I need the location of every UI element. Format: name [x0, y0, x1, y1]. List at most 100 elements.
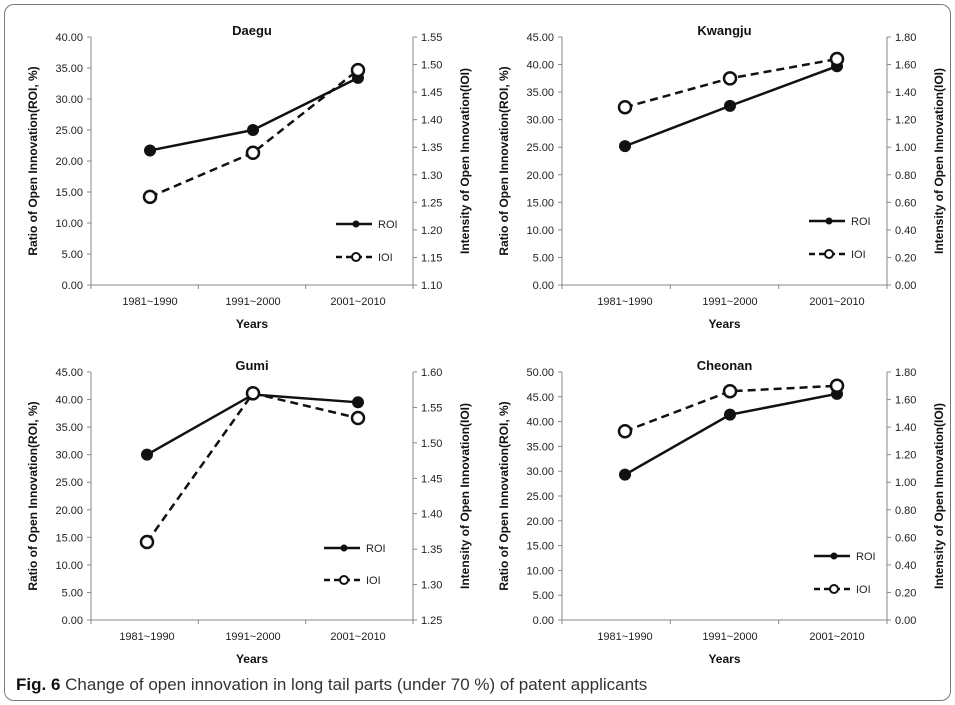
x-axis-title: Years: [708, 317, 740, 331]
y-tick-label: 30.00: [55, 450, 83, 462]
data-point-ioi: [350, 62, 366, 78]
y2-tick-label: 1.30: [421, 580, 442, 592]
legend-marker-roi: [825, 217, 833, 225]
legend-marker-roi: [352, 220, 360, 228]
series-line-ioi: [149, 69, 359, 198]
chart-panel-kwangju: 0.00 5.00 10.00 15.00 20.00 25.00 30.00 35.00 40…: [497, 23, 946, 331]
x-tick-label: 2001~2010: [809, 296, 864, 308]
y-tick-label: 35.00: [55, 422, 83, 434]
y2-tick-label: 1.60: [895, 60, 916, 72]
chart-title: Kwangju: [697, 23, 751, 38]
y-tick-label: 25.00: [526, 142, 554, 154]
data-point-ioi: [722, 384, 738, 399]
data-point-ioi: [617, 100, 633, 115]
legend-label-roi: ROI: [366, 543, 386, 555]
y-tick-label: 20.00: [526, 170, 554, 182]
y-axis-title: Ratio of Open Innovation(ROI, %): [497, 66, 511, 255]
data-point-ioi: [722, 71, 738, 86]
x-tick-label: 2001~2010: [330, 631, 385, 643]
data-point-roi: [619, 468, 631, 481]
y2-tick-label: 1.50: [421, 438, 442, 450]
y2-tick-label: 1.40: [421, 115, 442, 127]
chart-title: Cheonan: [697, 358, 753, 373]
y-axis-title: Ratio of Open Innovation(ROI, %): [497, 401, 511, 590]
y-tick-label: 0.00: [62, 615, 83, 627]
y2-tick-label: 0.80: [895, 170, 916, 182]
y2-tick-label: 1.00: [895, 477, 916, 489]
chart-panel-gumi: 0.00 5.00 10.00 15.00 20.00 25.00 30.00 35.00 40…: [26, 358, 472, 666]
y-tick-label: 20.00: [526, 516, 554, 528]
y-tick-label: 45.00: [526, 392, 554, 404]
y-tick-label: 25.00: [55, 477, 83, 489]
y-tick-label: 45.00: [55, 367, 83, 379]
x-tick-label: 1991~2000: [225, 631, 280, 643]
x-axis-title: Years: [236, 317, 268, 331]
series-line-ioi: [145, 391, 359, 543]
chart-title: Daegu: [232, 23, 272, 38]
data-point-roi: [141, 448, 153, 461]
x-tick-label: 2001~2010: [809, 631, 864, 643]
data-point-roi: [352, 396, 364, 409]
y2-tick-label: 0.40: [895, 225, 916, 237]
legend-marker-roi: [340, 544, 348, 552]
data-point-ioi: [829, 378, 845, 394]
y-tick-label: 15.00: [55, 532, 83, 544]
y-tick-label: 5.00: [533, 252, 554, 264]
y-tick-label: 10.00: [55, 560, 83, 572]
data-point-roi: [144, 144, 156, 157]
y2-tick-label: 0.60: [895, 532, 916, 544]
caption-text: Change of open innovation in long tail p…: [65, 675, 648, 694]
y-tick-label: 20.00: [55, 156, 83, 168]
y2-tick-label: 0.60: [895, 197, 916, 209]
x-tick-label: 2001~2010: [330, 296, 385, 308]
y-tick-label: 10.00: [55, 218, 83, 230]
y-tick-label: 30.00: [55, 94, 83, 106]
y-tick-label: 5.00: [62, 249, 83, 261]
y-tick-label: 0.00: [62, 280, 83, 292]
y-tick-label: 30.00: [526, 466, 554, 478]
figure-frame: [4, 4, 951, 701]
x-tick-label: 1991~2000: [225, 296, 280, 308]
legend-label-roi: ROI: [856, 551, 876, 563]
y-tick-label: 0.00: [533, 615, 554, 627]
y2-axis-title: Intensity of Open Innovation(IOI): [932, 403, 946, 589]
x-tick-label: 1991~2000: [702, 631, 757, 643]
legend-label-ioi: IOI: [856, 584, 871, 596]
x-tick-label: 1981~1990: [597, 296, 652, 308]
y2-tick-label: 0.40: [895, 560, 916, 572]
legend-label-roi: ROI: [851, 216, 871, 228]
x-tick-label: 1981~1990: [597, 631, 652, 643]
y2-tick-label: 1.20: [421, 225, 442, 237]
data-point-ioi: [142, 189, 158, 205]
y2-tick-label: 0.00: [895, 615, 916, 627]
y-tick-label: 5.00: [62, 587, 83, 599]
y2-tick-label: 1.20: [895, 115, 916, 127]
data-point-roi: [724, 408, 736, 421]
y2-tick-label: 1.25: [421, 615, 442, 627]
data-point-ioi: [350, 410, 366, 426]
y-tick-label: 35.00: [55, 63, 83, 75]
series-line-roi: [624, 392, 838, 476]
y-tick-label: 40.00: [55, 32, 83, 44]
legend-label-ioi: IOI: [378, 252, 393, 264]
y2-tick-label: 1.25: [421, 197, 442, 209]
y-tick-label: 40.00: [55, 395, 83, 407]
y2-tick-label: 1.40: [895, 422, 916, 434]
y2-tick-label: 1.35: [421, 142, 442, 154]
y-tick-label: 45.00: [526, 32, 554, 44]
y-tick-label: 40.00: [526, 60, 554, 72]
data-point-ioi: [829, 51, 845, 67]
y-tick-label: 25.00: [526, 491, 554, 503]
y-tick-label: 30.00: [526, 115, 554, 127]
x-tick-label: 1981~1990: [122, 296, 177, 308]
y-tick-label: 10.00: [526, 565, 554, 577]
chart-panel-cheonan: 0.00 5.00 10.00 15.00 20.00 25.00 30.00 35.00 40…: [497, 358, 946, 666]
y2-axis-title: Intensity of Open Innovation(IOI): [932, 68, 946, 254]
x-tick-label: 1981~1990: [119, 631, 174, 643]
y-tick-label: 50.00: [526, 367, 554, 379]
data-point-ioi: [245, 145, 261, 160]
chart-title: Gumi: [235, 358, 268, 373]
data-point-roi: [247, 124, 259, 136]
y-tick-label: 15.00: [526, 197, 554, 209]
